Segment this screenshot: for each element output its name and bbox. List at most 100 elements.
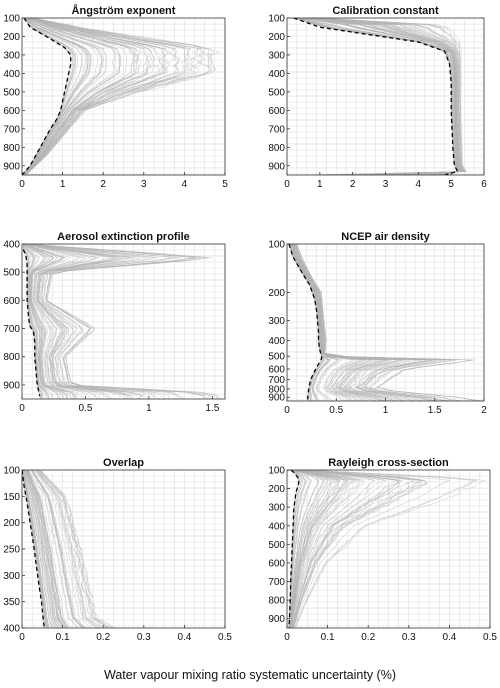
ensemble-line — [24, 18, 167, 175]
ensemble-line — [25, 470, 58, 628]
x-tick-label: 5 — [448, 179, 454, 190]
ensemble-line — [312, 18, 465, 175]
ensemble — [23, 244, 220, 399]
y-tick-label: 800 — [268, 596, 285, 607]
ensemble-line — [289, 470, 325, 628]
mean-line — [288, 470, 300, 628]
ensemble — [288, 470, 486, 628]
ensemble-line — [22, 470, 48, 628]
y-tick-label: 100 — [268, 14, 285, 25]
y-tick-label: 400 — [3, 624, 20, 635]
y-tick-label: 700 — [3, 324, 20, 335]
ensemble-line — [31, 470, 85, 628]
y-tick-label: 100 — [3, 466, 20, 477]
ensemble-line — [35, 470, 99, 628]
ensemble-line — [292, 470, 416, 628]
ensemble-line — [24, 244, 83, 399]
ensemble-line — [25, 244, 142, 399]
ensemble-line — [291, 244, 378, 401]
panel-title: Ångström exponent — [72, 4, 176, 17]
ensemble-line — [34, 470, 97, 628]
axes-frame — [286, 469, 491, 629]
ensemble-line — [36, 470, 102, 628]
x-tick-label: 2 — [481, 405, 487, 416]
ensemble-line — [25, 244, 111, 399]
ensemble-line — [293, 244, 424, 401]
panel-4: NCEP air density 0 0.5 1 1.5 2 100 200 300 400 500… — [268, 231, 487, 416]
ensemble — [22, 18, 221, 175]
ensemble-line — [307, 18, 463, 175]
ensemble-line — [289, 470, 338, 628]
x-tick-label: 0.5 — [218, 632, 232, 643]
ensemble-line — [292, 244, 404, 401]
x-tick-label: 0 — [19, 403, 25, 414]
ensemble-line — [24, 18, 163, 175]
x-tick-label: 4 — [416, 179, 422, 190]
grid — [287, 18, 484, 175]
ensemble-line — [22, 470, 48, 628]
x-tick-label: 1 — [383, 405, 389, 416]
y-tick-label: 600 — [268, 106, 285, 117]
y-tick-label: 100 — [3, 14, 20, 25]
ensemble-line — [290, 470, 363, 628]
ensemble-line — [27, 470, 67, 628]
mean-line — [293, 18, 459, 175]
y-tick-label: 300 — [268, 503, 285, 514]
ensemble-line — [25, 18, 221, 175]
ensemble-line — [39, 470, 114, 628]
ensemble-line — [23, 18, 155, 175]
ensemble-line — [32, 470, 86, 628]
y-tick-label: 800 — [268, 385, 285, 396]
ensemble-line — [289, 244, 332, 401]
ensemble-line — [23, 244, 68, 399]
ensemble-line — [25, 18, 203, 175]
ensemble-line — [24, 18, 191, 175]
ensemble-line — [26, 244, 166, 399]
y-tick-label: 900 — [3, 161, 20, 172]
panel-title: Rayleigh cross-section — [328, 457, 449, 469]
axes-frame — [21, 243, 226, 400]
x-tick-label: 0 — [19, 179, 25, 190]
ensemble-line — [294, 470, 475, 628]
x-tick-label: 0 — [284, 405, 290, 416]
y-tick-label: 250 — [3, 545, 20, 556]
ensemble-line — [22, 18, 89, 175]
ensemble-line — [25, 470, 61, 628]
ensemble-line — [289, 470, 331, 628]
ensemble-line — [294, 244, 432, 401]
ensemble-line — [290, 470, 341, 628]
ensemble-line — [38, 470, 109, 628]
ensemble-line — [23, 244, 43, 399]
ensemble-line — [291, 470, 387, 628]
panel-5: Overlap 0 0.1 0.2 0.3 0.4 0.5 100 150 200 250 300 35… — [3, 457, 232, 643]
ensemble-line — [305, 18, 462, 175]
y-tick-label: 300 — [3, 50, 20, 61]
ensemble-line — [289, 244, 341, 401]
x-tick-label: 6 — [481, 179, 487, 190]
ensemble-line — [291, 470, 376, 628]
ensemble-line — [23, 18, 142, 175]
ensemble-line — [24, 244, 99, 399]
ensemble-line — [22, 18, 102, 175]
y-tick-label: 400 — [268, 336, 285, 347]
x-tick-label: 0.5 — [483, 632, 497, 643]
ensemble-line — [23, 244, 52, 399]
y-tick-label: 500 — [3, 87, 20, 98]
x-tick-label: 0.5 — [329, 405, 343, 416]
y-tick-label: 900 — [268, 393, 285, 404]
y-tick-label: 350 — [3, 597, 20, 608]
ensemble-line — [291, 470, 398, 628]
ensemble-line — [25, 244, 129, 399]
ensemble-line — [317, 18, 467, 175]
ensemble-line — [290, 244, 358, 401]
ensemble-line — [26, 244, 149, 399]
x-tick-label: 3 — [383, 179, 389, 190]
mean-line — [22, 18, 72, 175]
ensemble-line — [24, 470, 57, 628]
ensemble-line — [23, 244, 61, 399]
y-tick-label: 600 — [268, 364, 285, 375]
ensemble-line — [307, 18, 468, 175]
ensemble-line — [24, 470, 56, 628]
x-tick-label: 2 — [350, 179, 356, 190]
ensemble-line — [22, 18, 103, 175]
